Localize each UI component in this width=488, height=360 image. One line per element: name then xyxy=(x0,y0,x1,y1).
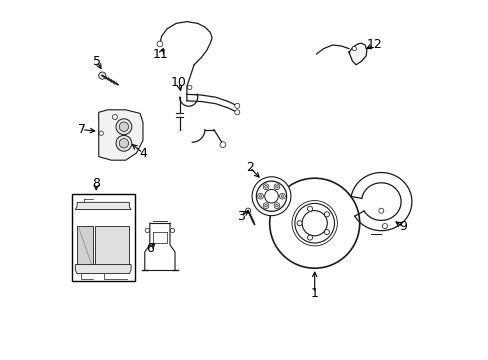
Circle shape xyxy=(280,194,284,198)
Circle shape xyxy=(112,114,117,120)
Circle shape xyxy=(275,185,278,188)
Circle shape xyxy=(145,228,149,233)
Circle shape xyxy=(234,110,239,115)
Text: 1: 1 xyxy=(310,287,318,300)
Circle shape xyxy=(307,235,312,240)
Circle shape xyxy=(99,131,103,135)
Circle shape xyxy=(302,211,326,236)
Text: 12: 12 xyxy=(366,39,381,51)
Polygon shape xyxy=(77,226,93,266)
Circle shape xyxy=(273,184,279,190)
Circle shape xyxy=(99,72,106,79)
Polygon shape xyxy=(75,265,131,274)
Circle shape xyxy=(264,204,267,207)
Text: 3: 3 xyxy=(237,210,244,222)
Text: 4: 4 xyxy=(139,147,146,159)
Polygon shape xyxy=(348,43,366,65)
Text: 10: 10 xyxy=(171,76,186,89)
Circle shape xyxy=(157,41,163,47)
Circle shape xyxy=(116,135,132,151)
Text: 11: 11 xyxy=(153,48,168,60)
Circle shape xyxy=(256,181,286,211)
Circle shape xyxy=(170,228,174,233)
Circle shape xyxy=(234,103,239,108)
Circle shape xyxy=(187,85,192,90)
Polygon shape xyxy=(95,226,129,266)
Circle shape xyxy=(324,230,329,235)
Circle shape xyxy=(257,193,263,199)
Circle shape xyxy=(220,142,225,148)
Circle shape xyxy=(251,177,290,216)
Circle shape xyxy=(324,212,329,217)
Circle shape xyxy=(275,185,278,189)
Circle shape xyxy=(279,193,285,199)
Circle shape xyxy=(264,204,267,207)
Circle shape xyxy=(269,178,359,268)
Circle shape xyxy=(294,203,334,243)
Polygon shape xyxy=(75,202,131,210)
Circle shape xyxy=(382,224,386,229)
Circle shape xyxy=(264,185,267,189)
Bar xyxy=(72,194,134,281)
Circle shape xyxy=(263,203,268,208)
Circle shape xyxy=(281,195,283,198)
Text: 2: 2 xyxy=(245,161,253,174)
Circle shape xyxy=(264,185,267,188)
Circle shape xyxy=(291,201,337,246)
Circle shape xyxy=(307,206,312,211)
Circle shape xyxy=(259,195,262,198)
Circle shape xyxy=(116,119,132,135)
Circle shape xyxy=(273,203,279,208)
Circle shape xyxy=(351,46,356,51)
Text: 6: 6 xyxy=(146,242,154,255)
Text: 5: 5 xyxy=(93,55,101,68)
Polygon shape xyxy=(99,110,142,160)
Circle shape xyxy=(263,184,268,190)
Text: 9: 9 xyxy=(398,220,406,233)
Text: 8: 8 xyxy=(92,177,100,190)
Circle shape xyxy=(245,208,250,213)
Text: 7: 7 xyxy=(78,123,85,136)
Circle shape xyxy=(378,208,383,213)
Circle shape xyxy=(275,204,278,207)
Circle shape xyxy=(119,139,128,148)
Circle shape xyxy=(119,122,128,131)
Circle shape xyxy=(275,204,278,207)
Circle shape xyxy=(258,194,262,198)
Circle shape xyxy=(296,221,302,226)
Circle shape xyxy=(264,189,278,203)
